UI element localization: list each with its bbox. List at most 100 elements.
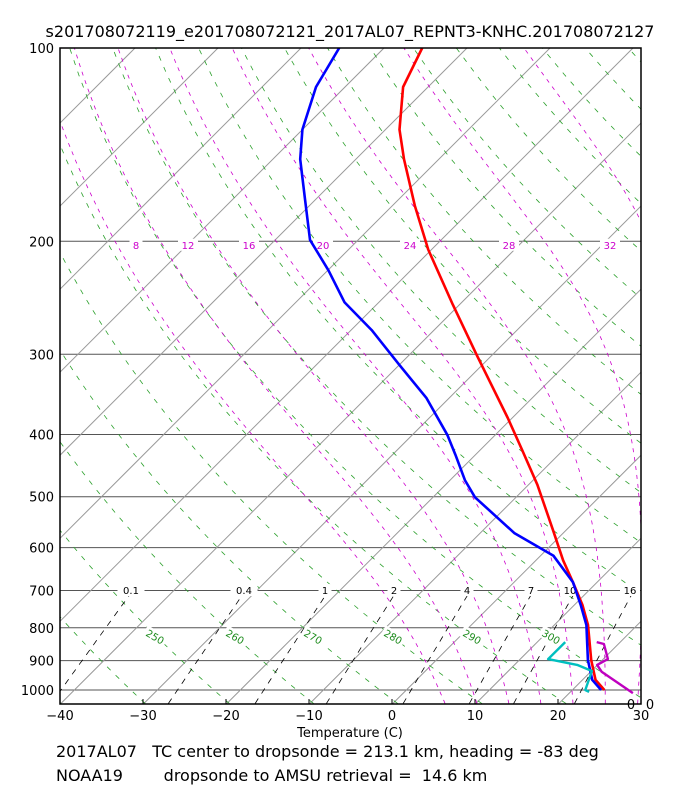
- moist-adiabat-label-bg: [178, 238, 198, 251]
- chart-title: s201708072119_e201708072121_2017AL07_REP…: [45, 22, 655, 41]
- moist-adiabat-32: [523, 48, 641, 223]
- moist-adiabat-label-group: 28: [499, 238, 519, 252]
- dry-adiabat-440: [671, 48, 700, 704]
- mixing-ratio-label: 16: [624, 586, 637, 597]
- moist-adiabat-label: 8: [133, 241, 139, 252]
- dry-adiabat-label-bg: [379, 625, 407, 648]
- mixing-ratio-label: 10: [564, 586, 577, 597]
- moist-adiabat-label-bg: [400, 238, 420, 251]
- moist-adiabat-label-bg: [129, 238, 143, 251]
- moist-adiabat-label-group: 16: [239, 238, 259, 252]
- x-tick-label: −40: [46, 709, 73, 724]
- x-tick-label: −10: [295, 709, 322, 724]
- y-tick-label: 900: [29, 655, 54, 670]
- mixing-ratio-line-16: [574, 590, 635, 704]
- isotherm-0: [392, 454, 641, 704]
- mixing-ratio-label-group: 2: [387, 584, 401, 597]
- mixing-ratio-label: 1: [322, 586, 328, 597]
- moist-adiabat-label: 20: [317, 241, 330, 252]
- dry-adiabat-420: [584, 48, 641, 110]
- mixing-ratio-label-bg: [117, 584, 145, 597]
- dry-adiabat-250: [60, 529, 230, 704]
- isotherm--10: [309, 371, 641, 704]
- moist-adiabat-label-bg: [239, 238, 259, 251]
- dry-adiabat-310: [112, 48, 641, 646]
- dry-adiabat-390: [455, 48, 641, 252]
- mixing-ratio-label-bg: [230, 584, 258, 597]
- moist-adiabat-label: 32: [604, 241, 617, 252]
- isotherm--120: [0, 48, 52, 704]
- x-tick-label: 30: [633, 709, 650, 724]
- mixing-ratio-label-group: 1: [318, 584, 332, 597]
- y-tick-label: 200: [29, 235, 54, 250]
- series3-line: [546, 641, 594, 693]
- mixing-ratio-line-2: [326, 590, 398, 704]
- corner-label: 0: [646, 698, 654, 713]
- mixing-ratio-label: 4: [464, 586, 470, 597]
- isotherm--80: [60, 48, 385, 373]
- x-tick-label: −30: [129, 709, 156, 724]
- moist-adiabat-28: [403, 48, 641, 704]
- y-tick-label: 600: [29, 542, 54, 557]
- isotherm--100: [60, 48, 219, 207]
- y-tick-label: 700: [29, 585, 54, 600]
- dry-adiabat-240: [60, 616, 146, 704]
- mixing-ratio-label-group: 0.4: [230, 584, 258, 597]
- dry-adiabat-400: [498, 48, 641, 204]
- y-tick-label: 400: [29, 429, 54, 444]
- mixing-ratio-label: 2: [391, 586, 397, 597]
- moist-adiabat-label-bg: [600, 238, 620, 251]
- isotherm--40: [60, 122, 641, 704]
- x-tick-label: −20: [212, 709, 239, 724]
- profile-series: [298, 48, 634, 695]
- dry-adiabat-label-bg: [458, 625, 486, 648]
- mixing-ratio-line-1: [254, 590, 330, 704]
- moist-adiabat-label-group: 8: [129, 238, 143, 252]
- moist-adiabat-12: [117, 48, 510, 704]
- dry-adiabat-label-bg: [141, 625, 169, 648]
- isotherm--20: [226, 288, 641, 704]
- corner-label: 0: [627, 698, 635, 713]
- x-tick-label: 20: [550, 709, 567, 724]
- moist-adiabat-label: 12: [182, 241, 195, 252]
- isotherm--70: [60, 48, 468, 456]
- moist-adiabat-label-group: 24: [400, 238, 420, 252]
- dry-adiabat-260: [60, 441, 314, 704]
- mixing-ratio-label-bg: [460, 584, 474, 597]
- y-tick-label: 1000: [21, 684, 54, 699]
- mixing-ratio-label-group: 7: [524, 584, 538, 597]
- moist-adiabat-label-group: 12: [178, 238, 198, 252]
- dry-adiabat-label-group: 290: [458, 625, 486, 648]
- mixing-ratio-line-0.1: [60, 590, 134, 692]
- mixing-ratio-line-4: [402, 590, 471, 704]
- isotherm--30: [143, 205, 641, 704]
- mixing-ratio-label-group: 4: [460, 584, 474, 597]
- dry-adiabat-label-group: 250: [141, 625, 169, 648]
- x-tick-label: 10: [467, 709, 484, 724]
- dry-adiabat-230: [60, 701, 62, 704]
- dry-adiabat-280: [60, 251, 483, 704]
- moist-adiabat-label-bg: [499, 238, 519, 251]
- dry-adiabat-380: [413, 48, 641, 299]
- moist-adiabat-16: [169, 48, 542, 704]
- dewpoint-line: [298, 48, 603, 691]
- mixing-ratio-label: 7: [528, 586, 534, 597]
- isotherm-10: [475, 537, 641, 704]
- dry-adiabat-label-bg: [299, 625, 327, 648]
- isotherm--90: [60, 48, 302, 290]
- moist-adiabat-label-group: 20: [313, 238, 333, 252]
- isotherm--50: [60, 48, 634, 623]
- series4-line: [595, 640, 634, 695]
- mixing-ratio-label-group: 16: [620, 584, 640, 597]
- moist-adiabat-label: 16: [243, 241, 256, 252]
- info-line-2: NOAA19 dropsonde to AMSU retrieval = 14.…: [56, 766, 488, 785]
- info-line-1: 2017AL07 TC center to dropsonde = 213.1 …: [56, 742, 599, 761]
- dry-adiabat-410: [541, 48, 641, 157]
- dry-adiabat-label-group: 260: [221, 625, 249, 648]
- y-tick-label: 100: [29, 42, 54, 57]
- dry-adiabat-430: [627, 48, 641, 63]
- moist-adiabat-label: 28: [503, 241, 516, 252]
- moist-adiabat-8: [74, 48, 478, 704]
- moist-adiabat-label-group: 32: [600, 238, 620, 252]
